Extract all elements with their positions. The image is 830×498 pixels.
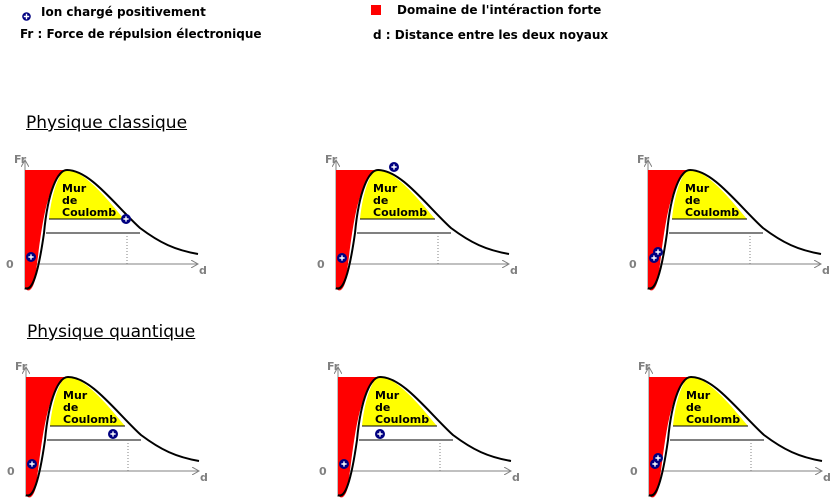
wall-label-3: Coulomb bbox=[685, 206, 739, 219]
axis-label-fr: Fr bbox=[15, 360, 28, 373]
panel-quantum-1: Fr 0 d Mur de Coulomb bbox=[7, 360, 208, 497]
ion-marker bbox=[25, 251, 37, 263]
axis-label-d: d bbox=[822, 264, 830, 277]
axis-label-zero: 0 bbox=[629, 258, 637, 271]
ion-marker bbox=[120, 213, 132, 225]
wall-label-2: de bbox=[686, 401, 701, 414]
axis-label-d: d bbox=[199, 264, 207, 277]
axis-label-zero: 0 bbox=[630, 465, 638, 478]
axis-label-d: d bbox=[823, 471, 830, 484]
wall-label-2: de bbox=[63, 401, 78, 414]
axis-label-zero: 0 bbox=[7, 465, 15, 478]
panel-classic-3: Fr 0 d Mur de Coulomb bbox=[629, 153, 830, 290]
axis-label-d: d bbox=[512, 471, 520, 484]
wall-label-2: de bbox=[685, 194, 700, 207]
wall-label-3: Coulomb bbox=[62, 206, 116, 219]
axis-label-d: d bbox=[200, 471, 208, 484]
section-title-classic: Physique classique bbox=[26, 113, 188, 133]
panel-classic-1: Fr 0 d Mur de Coulomb bbox=[6, 153, 207, 290]
wall-label-1: Mur bbox=[685, 182, 710, 195]
wall-label-1: Mur bbox=[62, 182, 87, 195]
wall-label-1: Mur bbox=[375, 389, 400, 402]
strong-domain-swatch bbox=[371, 5, 381, 15]
panel-quantum-3: Fr 0 d Mur de Coulomb bbox=[630, 360, 830, 497]
legend-strong: Domaine de l'intéraction forte bbox=[397, 3, 602, 17]
legend-distance: d : Distance entre les deux noyaux bbox=[373, 28, 609, 42]
axis-label-zero: 0 bbox=[6, 258, 14, 271]
ion-marker bbox=[388, 161, 400, 173]
axis-label-fr: Fr bbox=[638, 360, 651, 373]
ion-marker bbox=[652, 246, 664, 258]
wall-label-3: Coulomb bbox=[373, 206, 427, 219]
axis-label-zero: 0 bbox=[317, 258, 325, 271]
legend-fr: Fr : Force de répulsion électronique bbox=[20, 27, 262, 41]
wall-label-1: Mur bbox=[63, 389, 88, 402]
axis-label-fr: Fr bbox=[637, 153, 650, 166]
wall-label-2: de bbox=[62, 194, 77, 207]
wall-label-3: Coulomb bbox=[686, 413, 740, 426]
wall-label-1: Mur bbox=[373, 182, 398, 195]
ion-marker bbox=[338, 458, 350, 470]
axis-label-zero: 0 bbox=[319, 465, 327, 478]
ion-marker bbox=[336, 252, 348, 264]
wall-label-1: Mur bbox=[686, 389, 711, 402]
ion-marker bbox=[107, 428, 119, 440]
axis-label-fr: Fr bbox=[14, 153, 27, 166]
wall-label-3: Coulomb bbox=[375, 413, 429, 426]
ion-marker bbox=[374, 428, 386, 440]
panel-quantum-2: Fr 0 d Mur de Coulomb bbox=[319, 360, 520, 497]
legend-ion: Ion chargé positivement bbox=[41, 5, 206, 19]
panel-classic-2: Fr 0 d Mur de Coulomb bbox=[317, 153, 518, 290]
axis-label-fr: Fr bbox=[325, 153, 338, 166]
wall-label-2: de bbox=[373, 194, 388, 207]
axis-label-d: d bbox=[510, 264, 518, 277]
wall-label-2: de bbox=[375, 401, 390, 414]
axis-label-fr: Fr bbox=[327, 360, 340, 373]
ion-icon bbox=[21, 7, 32, 26]
ion-marker bbox=[26, 458, 38, 470]
ion-marker bbox=[652, 452, 664, 464]
section-title-quantum: Physique quantique bbox=[27, 322, 196, 342]
wall-label-3: Coulomb bbox=[63, 413, 117, 426]
